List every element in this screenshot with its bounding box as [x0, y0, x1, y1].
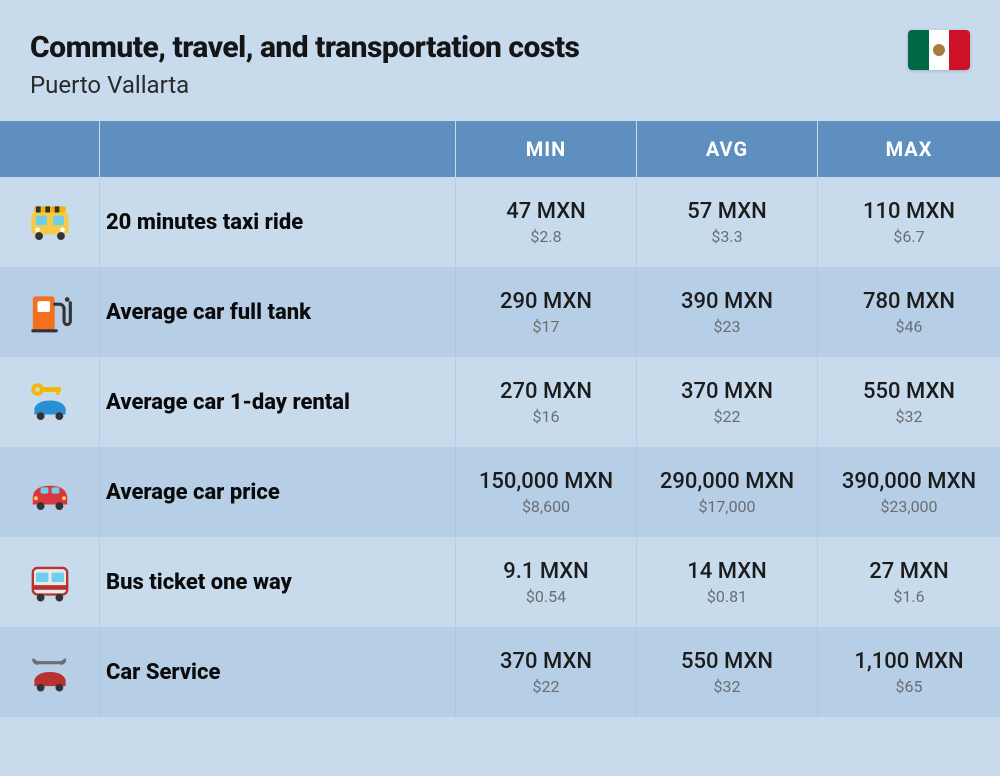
cell-avg: 14 MXN $0.81: [637, 537, 818, 627]
row-icon-cell: [0, 177, 100, 267]
row-icon-cell: [0, 267, 100, 357]
table-row: Average car 1-day rental 270 MXN $16 370 …: [0, 357, 1000, 447]
avg-mxn: 370 MXN: [681, 379, 773, 404]
row-icon-cell: [0, 447, 100, 537]
cell-max: 1,100 MXN $65: [818, 627, 1000, 717]
wrench-car-icon: [23, 645, 77, 699]
min-mxn: 290 MXN: [500, 289, 592, 314]
avg-usd: $3.3: [711, 227, 742, 246]
page-title: Commute, travel, and transportation cost…: [30, 30, 579, 65]
avg-mxn: 14 MXN: [687, 559, 766, 584]
cell-min: 370 MXN $22: [456, 627, 637, 717]
avg-usd: $23: [714, 317, 741, 336]
page-subtitle: Puerto Vallarta: [30, 71, 579, 99]
cell-avg: 550 MXN $32: [637, 627, 818, 717]
max-mxn: 390,000 MXN: [842, 469, 976, 494]
taxi-icon: [23, 195, 77, 249]
cell-avg: 390 MXN $23: [637, 267, 818, 357]
cell-min: 47 MXN $2.8: [456, 177, 637, 267]
max-usd: $1.6: [893, 587, 924, 606]
cell-avg: 290,000 MXN $17,000: [637, 447, 818, 537]
row-label: Average car 1-day rental: [106, 390, 350, 415]
table-row: Bus ticket one way 9.1 MXN $0.54 14 MXN $0…: [0, 537, 1000, 627]
min-usd: $16: [533, 407, 560, 426]
row-label: Average car price: [106, 480, 280, 505]
row-label-cell: Car Service: [100, 627, 456, 717]
avg-usd: $22: [714, 407, 741, 426]
min-mxn: 270 MXN: [500, 379, 592, 404]
cell-min: 290 MXN $17: [456, 267, 637, 357]
car-icon: [23, 465, 77, 519]
header: Commute, travel, and transportation cost…: [0, 0, 1000, 121]
table-header-row: MIN AVG MAX: [0, 121, 1000, 177]
row-icon-cell: [0, 357, 100, 447]
th-icon: [0, 121, 100, 177]
min-usd: $0.54: [526, 587, 566, 606]
cell-max: 110 MXN $6.7: [818, 177, 1000, 267]
cell-min: 270 MXN $16: [456, 357, 637, 447]
th-min: MIN: [456, 121, 637, 177]
row-label: Car Service: [106, 660, 220, 685]
cell-avg: 57 MXN $3.3: [637, 177, 818, 267]
max-usd: $23,000: [880, 497, 937, 516]
row-icon-cell: [0, 537, 100, 627]
max-mxn: 550 MXN: [863, 379, 955, 404]
max-mxn: 1,100 MXN: [854, 649, 963, 674]
max-mxn: 27 MXN: [869, 559, 948, 584]
avg-mxn: 550 MXN: [681, 649, 773, 674]
row-label: Bus ticket one way: [106, 570, 292, 595]
table-row: Average car price 150,000 MXN $8,600 290,…: [0, 447, 1000, 537]
min-mxn: 370 MXN: [500, 649, 592, 674]
row-label: 20 minutes taxi ride: [106, 210, 303, 235]
avg-usd: $17,000: [698, 497, 755, 516]
th-label: [100, 121, 456, 177]
cell-avg: 370 MXN $22: [637, 357, 818, 447]
max-mxn: 110 MXN: [863, 199, 955, 224]
avg-mxn: 390 MXN: [681, 289, 773, 314]
cost-table: MIN AVG MAX 20 minutes taxi ride 47 MXN $…: [0, 121, 1000, 717]
max-mxn: 780 MXN: [863, 289, 955, 314]
th-avg: AVG: [637, 121, 818, 177]
row-label-cell: Average car full tank: [100, 267, 456, 357]
min-usd: $8,600: [522, 497, 570, 516]
cell-min: 9.1 MXN $0.54: [456, 537, 637, 627]
table-row: Car Service 370 MXN $22 550 MXN $32 1,100 …: [0, 627, 1000, 717]
row-label-cell: Bus ticket one way: [100, 537, 456, 627]
avg-mxn: 290,000 MXN: [660, 469, 794, 494]
cell-min: 150,000 MXN $8,600: [456, 447, 637, 537]
mexico-flag-icon: [908, 30, 970, 70]
table-row: Average car full tank 290 MXN $17 390 MXN…: [0, 267, 1000, 357]
min-mxn: 150,000 MXN: [479, 469, 613, 494]
row-label-cell: Average car price: [100, 447, 456, 537]
row-label-cell: Average car 1-day rental: [100, 357, 456, 447]
max-usd: $6.7: [893, 227, 924, 246]
max-usd: $32: [896, 407, 923, 426]
row-label: Average car full tank: [106, 300, 311, 325]
cell-max: 780 MXN $46: [818, 267, 1000, 357]
avg-usd: $0.81: [707, 587, 747, 606]
table-row: 20 minutes taxi ride 47 MXN $2.8 57 MXN $3…: [0, 177, 1000, 267]
min-mxn: 9.1 MXN: [503, 559, 589, 584]
cell-max: 390,000 MXN $23,000: [818, 447, 1000, 537]
min-mxn: 47 MXN: [506, 199, 585, 224]
min-usd: $2.8: [530, 227, 561, 246]
row-label-cell: 20 minutes taxi ride: [100, 177, 456, 267]
min-usd: $22: [533, 677, 560, 696]
max-usd: $65: [896, 677, 923, 696]
th-max: MAX: [818, 121, 1000, 177]
fuel-pump-icon: [23, 285, 77, 339]
avg-mxn: 57 MXN: [687, 199, 766, 224]
avg-usd: $32: [714, 677, 741, 696]
car-key-icon: [23, 375, 77, 429]
cell-max: 27 MXN $1.6: [818, 537, 1000, 627]
min-usd: $17: [533, 317, 560, 336]
max-usd: $46: [896, 317, 923, 336]
bus-icon: [23, 555, 77, 609]
cell-max: 550 MXN $32: [818, 357, 1000, 447]
row-icon-cell: [0, 627, 100, 717]
